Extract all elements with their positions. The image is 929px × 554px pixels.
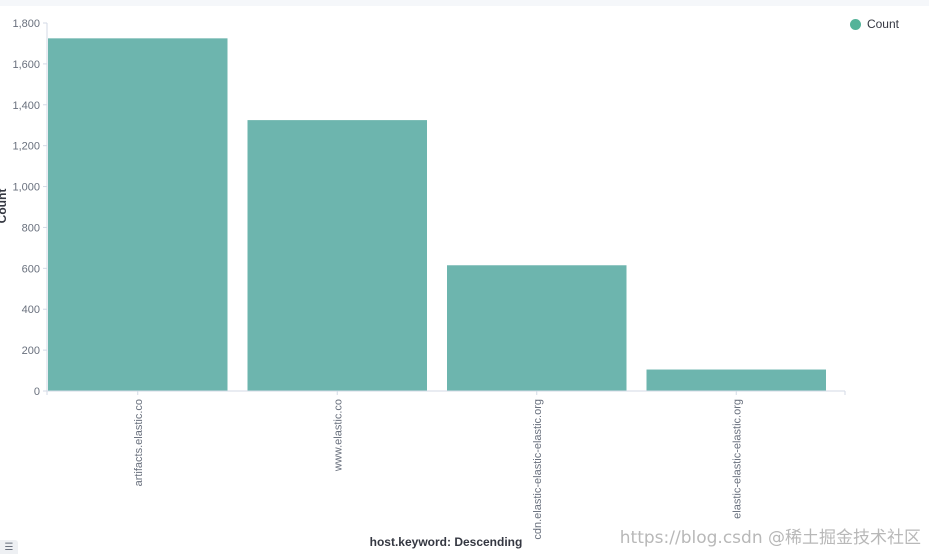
y-tick-label: 1,600 <box>12 59 40 71</box>
top-strip <box>0 0 929 6</box>
y-tick-label: 1,800 <box>12 18 40 30</box>
y-tick-label: 600 <box>22 263 40 275</box>
bar-4[interactable] <box>646 369 827 391</box>
y-tick-label: 1,400 <box>12 100 40 112</box>
watermark: https://blog.csdn @稀土掘金技术社区 <box>619 528 921 548</box>
y-tick-label: 0 <box>34 386 40 398</box>
y-tick-label: 1,000 <box>12 182 40 194</box>
y-tick-label: 800 <box>22 222 40 234</box>
y-axis: 0 200 400 600 800 1,000 1,200 1,400 1,600 1,800 <box>12 18 48 398</box>
bar-2[interactable] <box>247 120 428 391</box>
legend-swatch-count <box>849 18 861 30</box>
list-icon[interactable]: ☰ <box>0 540 18 554</box>
x-tick-label: artifacts.elastic.co <box>133 399 145 486</box>
x-axis: artifacts.elastic.co www.elastic.co cdn.el… <box>46 390 846 540</box>
y-tick-label: 200 <box>22 345 40 357</box>
y-tick-label: 400 <box>22 304 40 316</box>
x-tick-label: cdn.elastic-elastic-elastic.org <box>532 399 544 540</box>
x-tick-label: elastic-elastic-elastic.org <box>731 399 743 519</box>
legend[interactable]: Count <box>849 17 899 31</box>
y-tick-label: 1,200 <box>12 141 40 153</box>
bar-3[interactable] <box>447 265 627 391</box>
legend-label-count: Count <box>866 17 899 31</box>
x-axis-title: host.keyword: Descending <box>370 535 523 549</box>
x-tick-label: www.elastic.co <box>332 399 344 472</box>
y-axis-title: Count <box>0 189 9 224</box>
bar-1[interactable] <box>48 38 228 391</box>
bars <box>48 38 826 391</box>
